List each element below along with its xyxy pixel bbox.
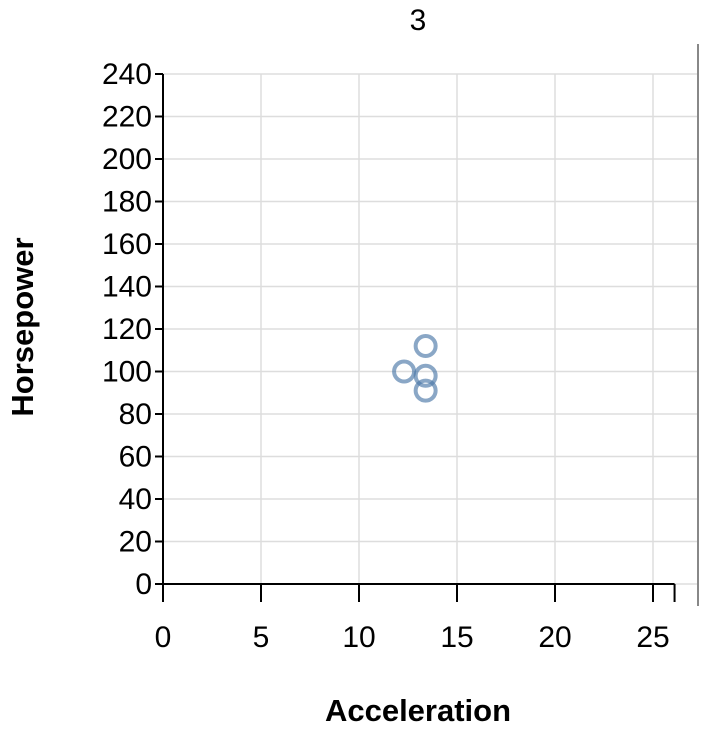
y-tick-label: 100 [102, 356, 152, 389]
data-points [392, 334, 438, 403]
y-tick-label: 140 [102, 271, 152, 304]
data-point [413, 363, 438, 388]
axes [155, 44, 699, 606]
x-tick-label: 10 [342, 621, 375, 654]
y-tick-label: 160 [102, 228, 152, 261]
y-axis-label: Horsepower [5, 237, 40, 416]
y-tick-label: 60 [119, 441, 152, 474]
data-point [413, 378, 438, 403]
y-tick-label: 0 [135, 568, 152, 601]
y-tick-label: 80 [119, 398, 152, 431]
y-tick-label: 120 [102, 313, 152, 346]
y-tick-label: 200 [102, 143, 152, 176]
x-tick-label: 25 [636, 621, 669, 654]
y-tick-label: 180 [102, 186, 152, 219]
y-tick-label: 40 [119, 483, 152, 516]
y-tick-label: 240 [102, 58, 152, 91]
x-tick-label: 0 [155, 621, 172, 654]
data-point [413, 334, 438, 358]
data-point [392, 359, 417, 384]
x-tick-label: 15 [440, 621, 473, 654]
x-axis-label: Acceleration [325, 693, 511, 728]
y-tick-label: 220 [102, 101, 152, 134]
x-tick-label: 20 [538, 621, 571, 654]
grid [162, 73, 698, 585]
chart-title: 3 [410, 4, 427, 37]
tick-labels: 0 20 40 60 80 100 120 140 160 180 200 220 240 0 5 10 15 2… [102, 58, 670, 654]
x-tick-label: 5 [253, 621, 270, 654]
y-tick-label: 20 [119, 526, 152, 559]
